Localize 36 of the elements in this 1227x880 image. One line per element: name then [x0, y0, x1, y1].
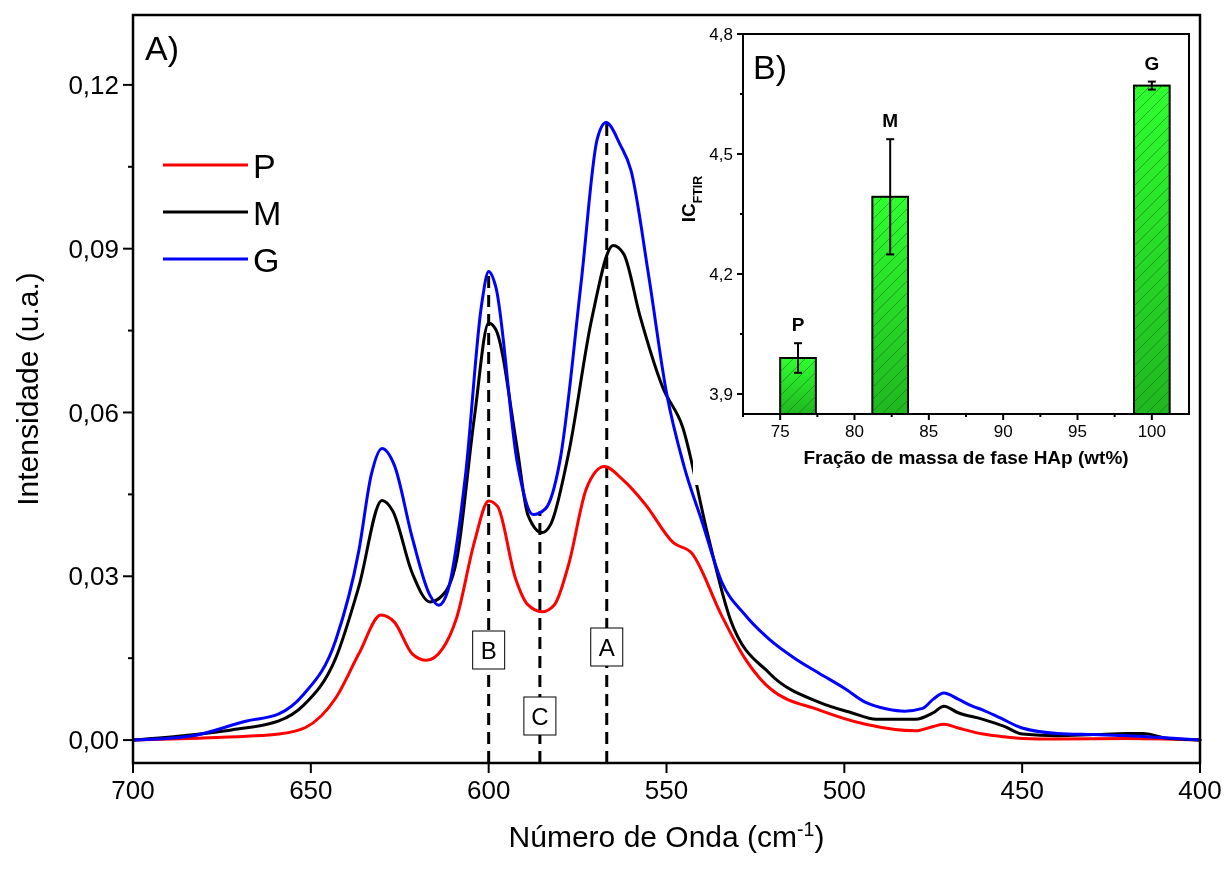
x-tick-label: 650 [289, 775, 333, 805]
ref-line-label: A [598, 634, 615, 661]
ref-line-label: C [531, 703, 549, 730]
x-tick-label: 75 [770, 422, 790, 441]
y-tick-label: 4,5 [709, 144, 733, 164]
x-tick-label: 450 [1000, 775, 1044, 805]
x-tick-label: 90 [993, 422, 1013, 441]
annotation: M [882, 110, 899, 132]
x-tick-label: 100 [1137, 422, 1167, 441]
y-tick-label: 0,12 [68, 69, 119, 100]
legend-label: G [253, 241, 280, 279]
y-tick-label: 0,06 [68, 397, 119, 428]
y-tick-label: 0,00 [68, 725, 119, 756]
x-tick-label: 550 [644, 775, 689, 805]
legend-label: M [253, 194, 282, 232]
x-tick-label: 95 [1068, 422, 1087, 441]
y-tick-label: 4,2 [709, 264, 733, 284]
annotation: A) [145, 29, 179, 67]
y-tick-label: 0,09 [68, 233, 119, 264]
y-axis-title: Intensidade (u.a.) [11, 272, 44, 506]
annotation: G [1144, 52, 1160, 74]
y-tick-label: 0,03 [68, 561, 119, 592]
x-axis-title: Fração de massa de fase HAp (wt%) [803, 447, 1129, 468]
ref-line-label: B [480, 637, 497, 664]
annotation: P [791, 314, 805, 336]
y-tick-label: 4,8 [709, 24, 733, 44]
x-axis-title: Número de Onda (cm$^{-1}$) [508, 818, 825, 853]
x-tick-label: 80 [845, 422, 864, 441]
x-tick-label: 400 [1178, 775, 1222, 805]
x-tick-label: 700 [111, 775, 155, 805]
y-tick-label: 3,9 [709, 384, 733, 404]
x-tick-label: 600 [466, 775, 511, 805]
legend-label: P [253, 147, 276, 185]
x-tick-label: 500 [822, 775, 867, 805]
annotation: B) [753, 48, 787, 86]
x-tick-label: 85 [919, 422, 939, 441]
